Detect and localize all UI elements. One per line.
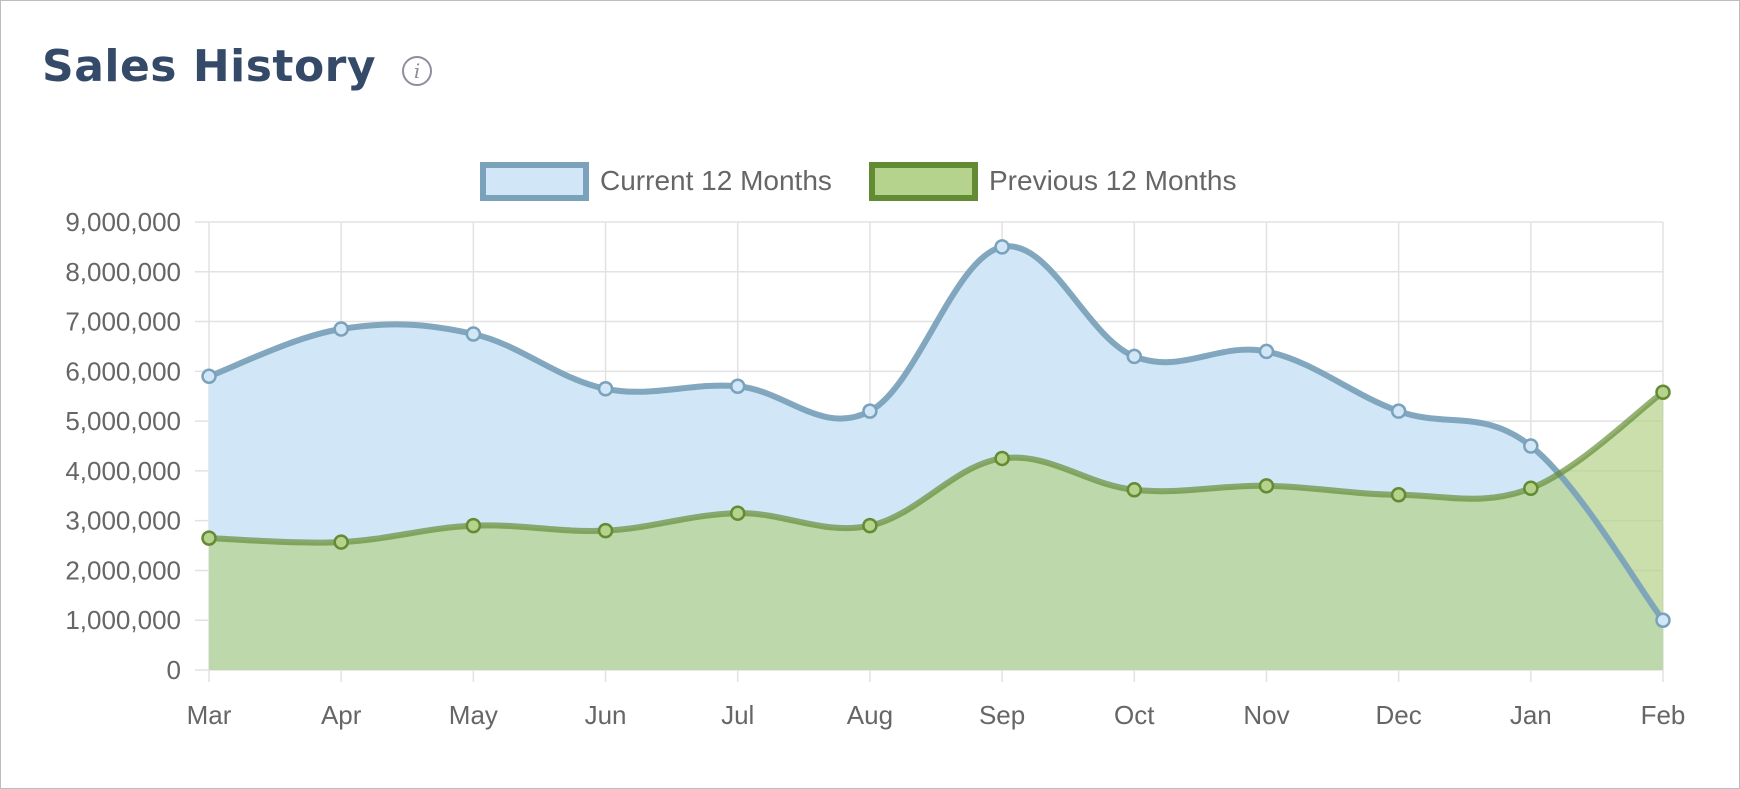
legend-label-current[interactable]: Current 12 Months bbox=[600, 165, 832, 196]
data-point[interactable] bbox=[1390, 487, 1407, 503]
x-tick-label: Jan bbox=[1510, 700, 1552, 730]
info-icon[interactable]: i bbox=[402, 55, 433, 86]
y-axis: 9,000,000 8,000,000 7,000,000 6,000,000 5,00… bbox=[65, 207, 181, 685]
data-point[interactable] bbox=[1523, 480, 1539, 497]
x-tick-label: Jun bbox=[585, 700, 627, 730]
x-tick-label: Feb bbox=[1641, 700, 1686, 730]
data-point[interactable] bbox=[597, 522, 614, 539]
data-point[interactable] bbox=[729, 505, 746, 521]
x-axis: Mar Apr May Jun Jul Aug Sep Oct Nov Dec Jan Feb bbox=[187, 700, 1686, 730]
y-tick-label: 5,000,000 bbox=[65, 406, 181, 436]
series-area-previous bbox=[209, 392, 1663, 670]
series-points-previous bbox=[201, 384, 1671, 550]
data-point[interactable] bbox=[862, 403, 878, 419]
data-point[interactable] bbox=[1523, 438, 1539, 454]
card-header: Sales History i bbox=[42, 41, 433, 92]
y-tick-label: 0 bbox=[167, 655, 181, 685]
x-tick-label: Aug bbox=[847, 700, 893, 730]
y-tick-label: 1,000,000 bbox=[65, 605, 181, 635]
data-point[interactable] bbox=[1126, 348, 1143, 365]
series-line-previous[interactable] bbox=[206, 389, 1666, 546]
data-point[interactable] bbox=[1390, 403, 1407, 419]
series-points-current bbox=[201, 239, 1671, 628]
x-tick-label: May bbox=[449, 700, 498, 730]
x-tick-label: Sep bbox=[979, 700, 1025, 730]
legend-swatch-current[interactable] bbox=[480, 162, 589, 201]
x-tick-label: Apr bbox=[321, 700, 362, 730]
x-tick-label: Mar bbox=[187, 700, 232, 730]
data-point[interactable] bbox=[201, 530, 217, 546]
data-point[interactable] bbox=[994, 450, 1010, 467]
data-point[interactable] bbox=[597, 381, 614, 397]
chart-legend: Current 12 Months Previous 12 Months bbox=[480, 162, 1236, 201]
data-point[interactable] bbox=[465, 517, 482, 534]
y-tick-label: 9,000,000 bbox=[65, 207, 181, 237]
data-point[interactable] bbox=[1655, 612, 1671, 628]
x-tick-label: Dec bbox=[1376, 700, 1422, 730]
data-point[interactable] bbox=[333, 534, 349, 550]
x-tick-label: Nov bbox=[1243, 700, 1289, 730]
legend-label-previous[interactable]: Previous 12 Months bbox=[989, 165, 1236, 196]
x-tick-label: Jul bbox=[721, 700, 754, 730]
y-tick-label: 4,000,000 bbox=[65, 456, 181, 486]
y-tick-label: 7,000,000 bbox=[65, 307, 181, 337]
data-point[interactable] bbox=[1655, 384, 1671, 400]
data-point[interactable] bbox=[201, 368, 217, 385]
data-point[interactable] bbox=[1258, 343, 1275, 360]
data-point[interactable] bbox=[1126, 482, 1143, 498]
data-point[interactable] bbox=[465, 326, 482, 342]
x-tick-label: Oct bbox=[1114, 700, 1155, 730]
data-point[interactable] bbox=[333, 321, 349, 337]
y-tick-label: 6,000,000 bbox=[65, 356, 181, 386]
data-point[interactable] bbox=[994, 239, 1010, 255]
data-point[interactable] bbox=[862, 517, 878, 534]
data-point[interactable] bbox=[729, 378, 746, 395]
legend-swatch-previous[interactable] bbox=[869, 162, 978, 201]
y-tick-label: 8,000,000 bbox=[65, 257, 181, 287]
data-point[interactable] bbox=[1258, 478, 1275, 494]
series-line-previous-overlay bbox=[208, 389, 1665, 546]
y-tick-label: 3,000,000 bbox=[65, 506, 181, 536]
y-tick-label: 2,000,000 bbox=[65, 555, 181, 585]
card-title: Sales History bbox=[42, 41, 377, 92]
